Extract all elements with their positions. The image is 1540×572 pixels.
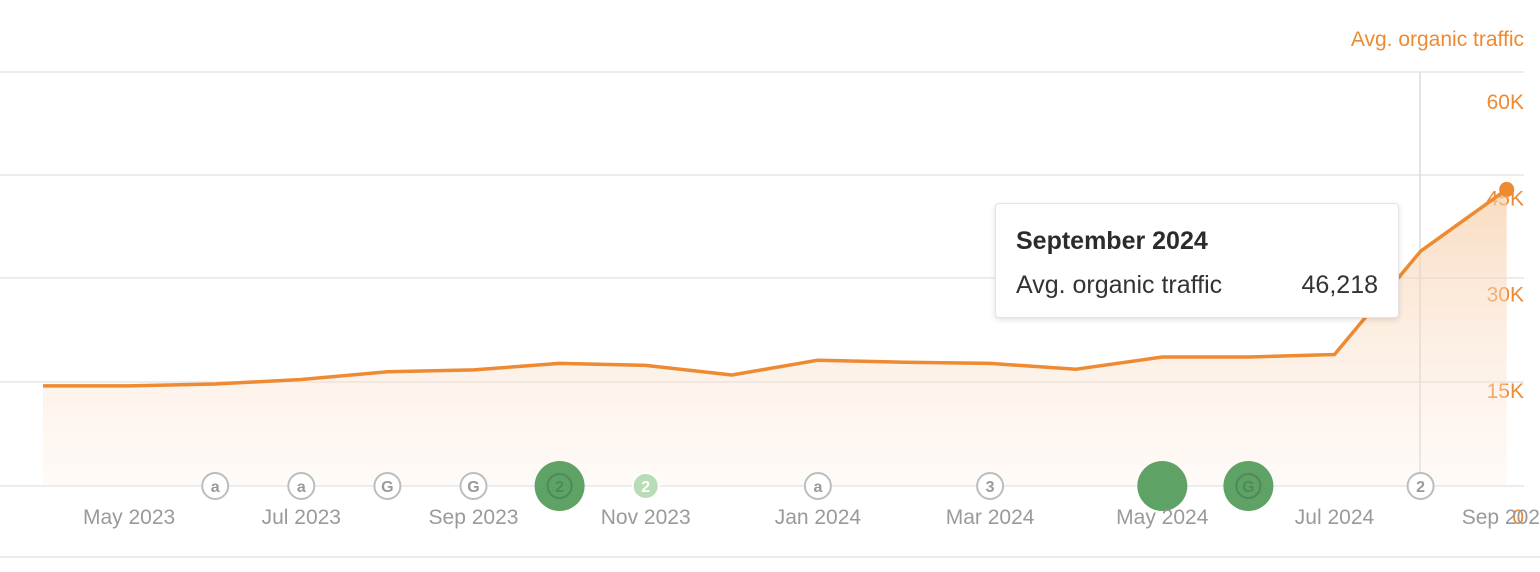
x-tick-label: May 2024 [1116, 506, 1209, 529]
y-tick-label: 60K [1487, 91, 1524, 114]
event-marker-dot[interactable] [803, 472, 832, 500]
event-marker-dot[interactable] [534, 461, 585, 511]
event-marker-dot[interactable] [459, 472, 488, 500]
tooltip: September 2024 Avg. organic traffic 46,2… [995, 203, 1399, 318]
event-marker[interactable]: G [373, 472, 402, 500]
event-marker[interactable]: 2 [631, 472, 660, 500]
event-marker[interactable]: a [803, 472, 832, 500]
tooltip-title: September 2024 [1016, 227, 1208, 255]
x-tick-label: Nov 2023 [601, 506, 691, 529]
series-line [43, 187, 1508, 388]
tooltip-value: 46,218 [1301, 271, 1378, 299]
x-tick-labels: May 2023 Jul 2023 Sep 2023 Nov 2023 Jan 2024… [83, 506, 1540, 529]
event-marker-dot[interactable] [373, 472, 402, 500]
x-tick-label: May 2023 [83, 506, 175, 529]
event-marker-dot[interactable] [1137, 461, 1188, 511]
event-marker-label: G [467, 479, 479, 496]
series-area-fill [43, 189, 1507, 486]
event-marker-label: a [813, 479, 822, 496]
event-marker[interactable]: G [459, 472, 488, 500]
event-marker-label: 2 [641, 479, 650, 496]
event-marker-dot[interactable] [631, 472, 660, 500]
y-axis-title: Avg. organic traffic [1351, 28, 1524, 51]
event-marker-ring [1235, 473, 1262, 499]
event-marker-label: a [297, 479, 306, 496]
x-tick-label: Jul 2023 [262, 506, 341, 529]
x-tick-label: Jan 2024 [775, 506, 862, 529]
event-marker-label: 3 [986, 479, 995, 496]
event-markers: a a G G 2 2 a 3 G 2 [201, 461, 1435, 511]
y-tick-label: 0 [1512, 506, 1524, 529]
event-marker-ring [546, 473, 573, 499]
series-points [1499, 181, 1515, 197]
event-marker[interactable]: 2 [534, 461, 585, 511]
event-marker-label: 2 [555, 479, 564, 496]
x-tick-label: Sep 2023 [429, 506, 519, 529]
event-marker-label: 2 [1416, 479, 1425, 496]
x-tick-label: Sep 2024 [1462, 506, 1540, 529]
event-marker[interactable]: G [1223, 461, 1274, 511]
x-tick-label: Mar 2024 [946, 506, 1035, 529]
event-marker[interactable]: a [201, 472, 230, 500]
event-marker-dot[interactable] [201, 472, 230, 500]
event-marker-dot[interactable] [1223, 461, 1274, 511]
event-marker-dot[interactable] [976, 472, 1005, 500]
event-marker[interactable]: 3 [976, 472, 1005, 500]
event-marker-label: a [211, 479, 220, 496]
x-tick-label: Jul 2024 [1295, 506, 1375, 529]
event-marker[interactable]: a [287, 472, 316, 500]
tooltip-label: Avg. organic traffic [1016, 271, 1223, 299]
event-marker[interactable]: 2 [1406, 472, 1435, 500]
event-marker-dot[interactable] [287, 472, 316, 500]
series-point-sep-2024[interactable] [1499, 181, 1515, 197]
event-marker-label: G [381, 479, 393, 496]
event-marker-label: G [1242, 479, 1254, 496]
event-marker-dot[interactable] [1406, 472, 1435, 500]
event-marker[interactable] [1137, 461, 1188, 511]
